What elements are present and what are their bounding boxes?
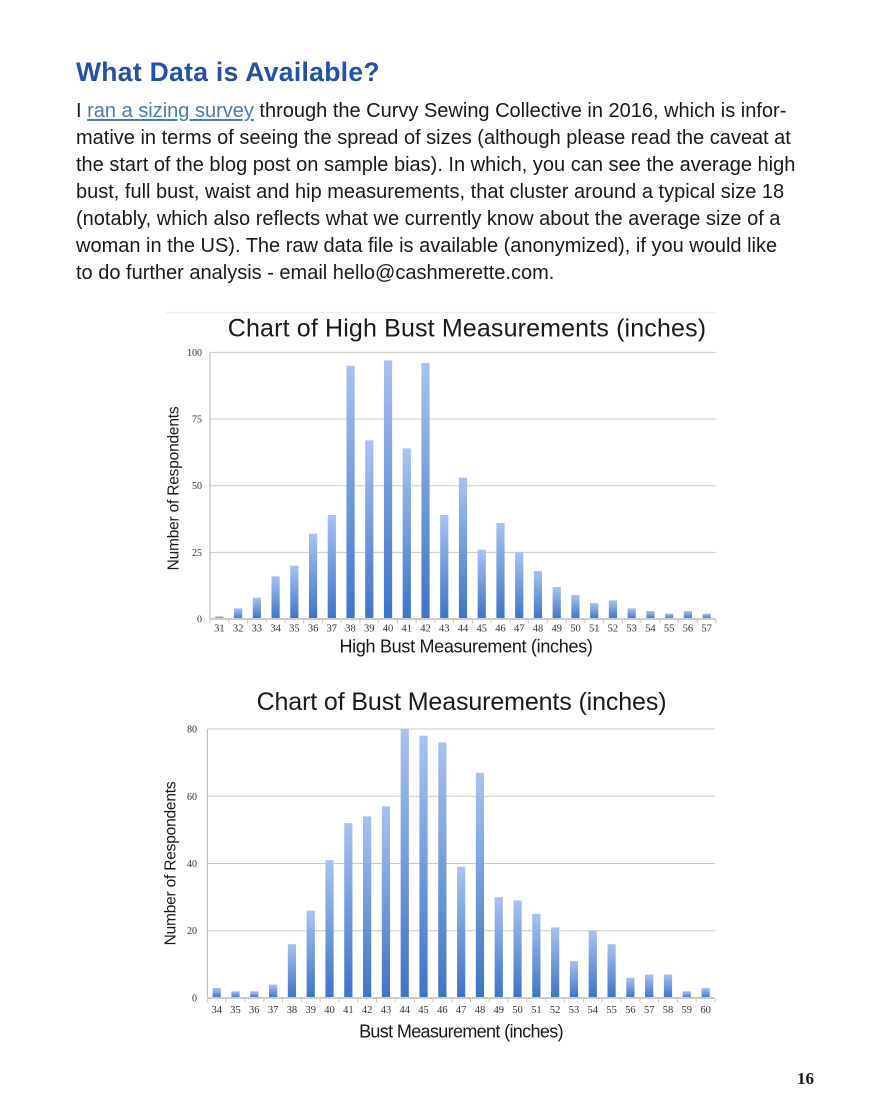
svg-text:25: 25 (192, 548, 202, 559)
svg-text:46: 46 (495, 624, 506, 635)
svg-text:80: 80 (187, 725, 197, 736)
svg-text:40: 40 (187, 859, 197, 870)
svg-text:48: 48 (533, 624, 544, 635)
svg-text:60: 60 (700, 1005, 711, 1016)
svg-text:45: 45 (476, 624, 487, 635)
svg-text:43: 43 (439, 624, 450, 635)
svg-text:39: 39 (364, 624, 375, 635)
svg-text:Number of Respondents: Number of Respondents (166, 406, 183, 570)
svg-text:59: 59 (682, 1005, 693, 1016)
svg-text:54: 54 (588, 1005, 599, 1016)
svg-text:40: 40 (324, 1005, 335, 1016)
svg-text:Chart of High Bust Measurement: Chart of High Bust Measurements (inches) (228, 315, 706, 343)
svg-text:35: 35 (289, 624, 300, 635)
svg-text:55: 55 (664, 624, 675, 635)
svg-text:60: 60 (187, 792, 197, 803)
svg-text:38: 38 (345, 624, 356, 635)
svg-text:53: 53 (626, 624, 637, 635)
svg-text:33: 33 (252, 624, 263, 635)
svg-text:High Bust Measurement (inches): High Bust Measurement (inches) (339, 636, 592, 656)
svg-text:37: 37 (268, 1005, 279, 1016)
svg-text:44: 44 (399, 1005, 410, 1016)
svg-text:50: 50 (570, 624, 581, 635)
svg-text:34: 34 (270, 624, 281, 635)
svg-text:42: 42 (420, 624, 431, 635)
svg-text:48: 48 (475, 1005, 486, 1016)
svg-text:31: 31 (214, 624, 225, 635)
svg-text:56: 56 (625, 1005, 636, 1016)
svg-text:38: 38 (287, 1005, 298, 1016)
svg-text:37: 37 (327, 624, 338, 635)
svg-text:47: 47 (456, 1005, 467, 1016)
svg-text:20: 20 (187, 926, 197, 937)
svg-text:100: 100 (187, 348, 202, 359)
svg-text:51: 51 (531, 1005, 542, 1016)
svg-text:46: 46 (437, 1005, 448, 1016)
svg-text:45: 45 (418, 1005, 429, 1016)
svg-text:50: 50 (512, 1005, 523, 1016)
svg-text:52: 52 (608, 624, 619, 635)
svg-text:57: 57 (701, 624, 712, 635)
svg-text:52: 52 (550, 1005, 561, 1016)
svg-text:56: 56 (683, 624, 694, 635)
svg-text:0: 0 (192, 994, 197, 1005)
svg-text:39: 39 (305, 1005, 316, 1016)
svg-text:40: 40 (383, 624, 394, 635)
svg-text:0: 0 (197, 615, 202, 626)
svg-text:34: 34 (211, 1005, 222, 1016)
svg-text:53: 53 (569, 1005, 580, 1016)
svg-text:55: 55 (606, 1005, 617, 1016)
svg-text:50: 50 (192, 481, 202, 492)
svg-text:51: 51 (589, 624, 600, 635)
svg-text:42: 42 (362, 1005, 373, 1016)
svg-text:43: 43 (381, 1005, 392, 1016)
svg-text:44: 44 (458, 624, 469, 635)
svg-text:36: 36 (308, 624, 319, 635)
svg-text:57: 57 (644, 1005, 655, 1016)
svg-text:Chart of Bust Measurements (in: Chart of Bust Measurements (inches) (257, 688, 667, 716)
svg-text:36: 36 (249, 1005, 260, 1016)
svg-text:54: 54 (645, 624, 656, 635)
svg-text:47: 47 (514, 624, 525, 635)
svg-text:32: 32 (233, 624, 244, 635)
svg-text:49: 49 (551, 624, 562, 635)
svg-text:Bust Measurement (inches): Bust Measurement (inches) (359, 1022, 563, 1042)
svg-text:Number of Respondents: Number of Respondents (163, 781, 180, 945)
svg-text:41: 41 (343, 1005, 354, 1016)
svg-text:49: 49 (494, 1005, 505, 1016)
svg-text:35: 35 (230, 1005, 241, 1016)
svg-text:41: 41 (402, 624, 413, 635)
svg-text:75: 75 (192, 415, 202, 426)
svg-text:58: 58 (663, 1005, 674, 1016)
